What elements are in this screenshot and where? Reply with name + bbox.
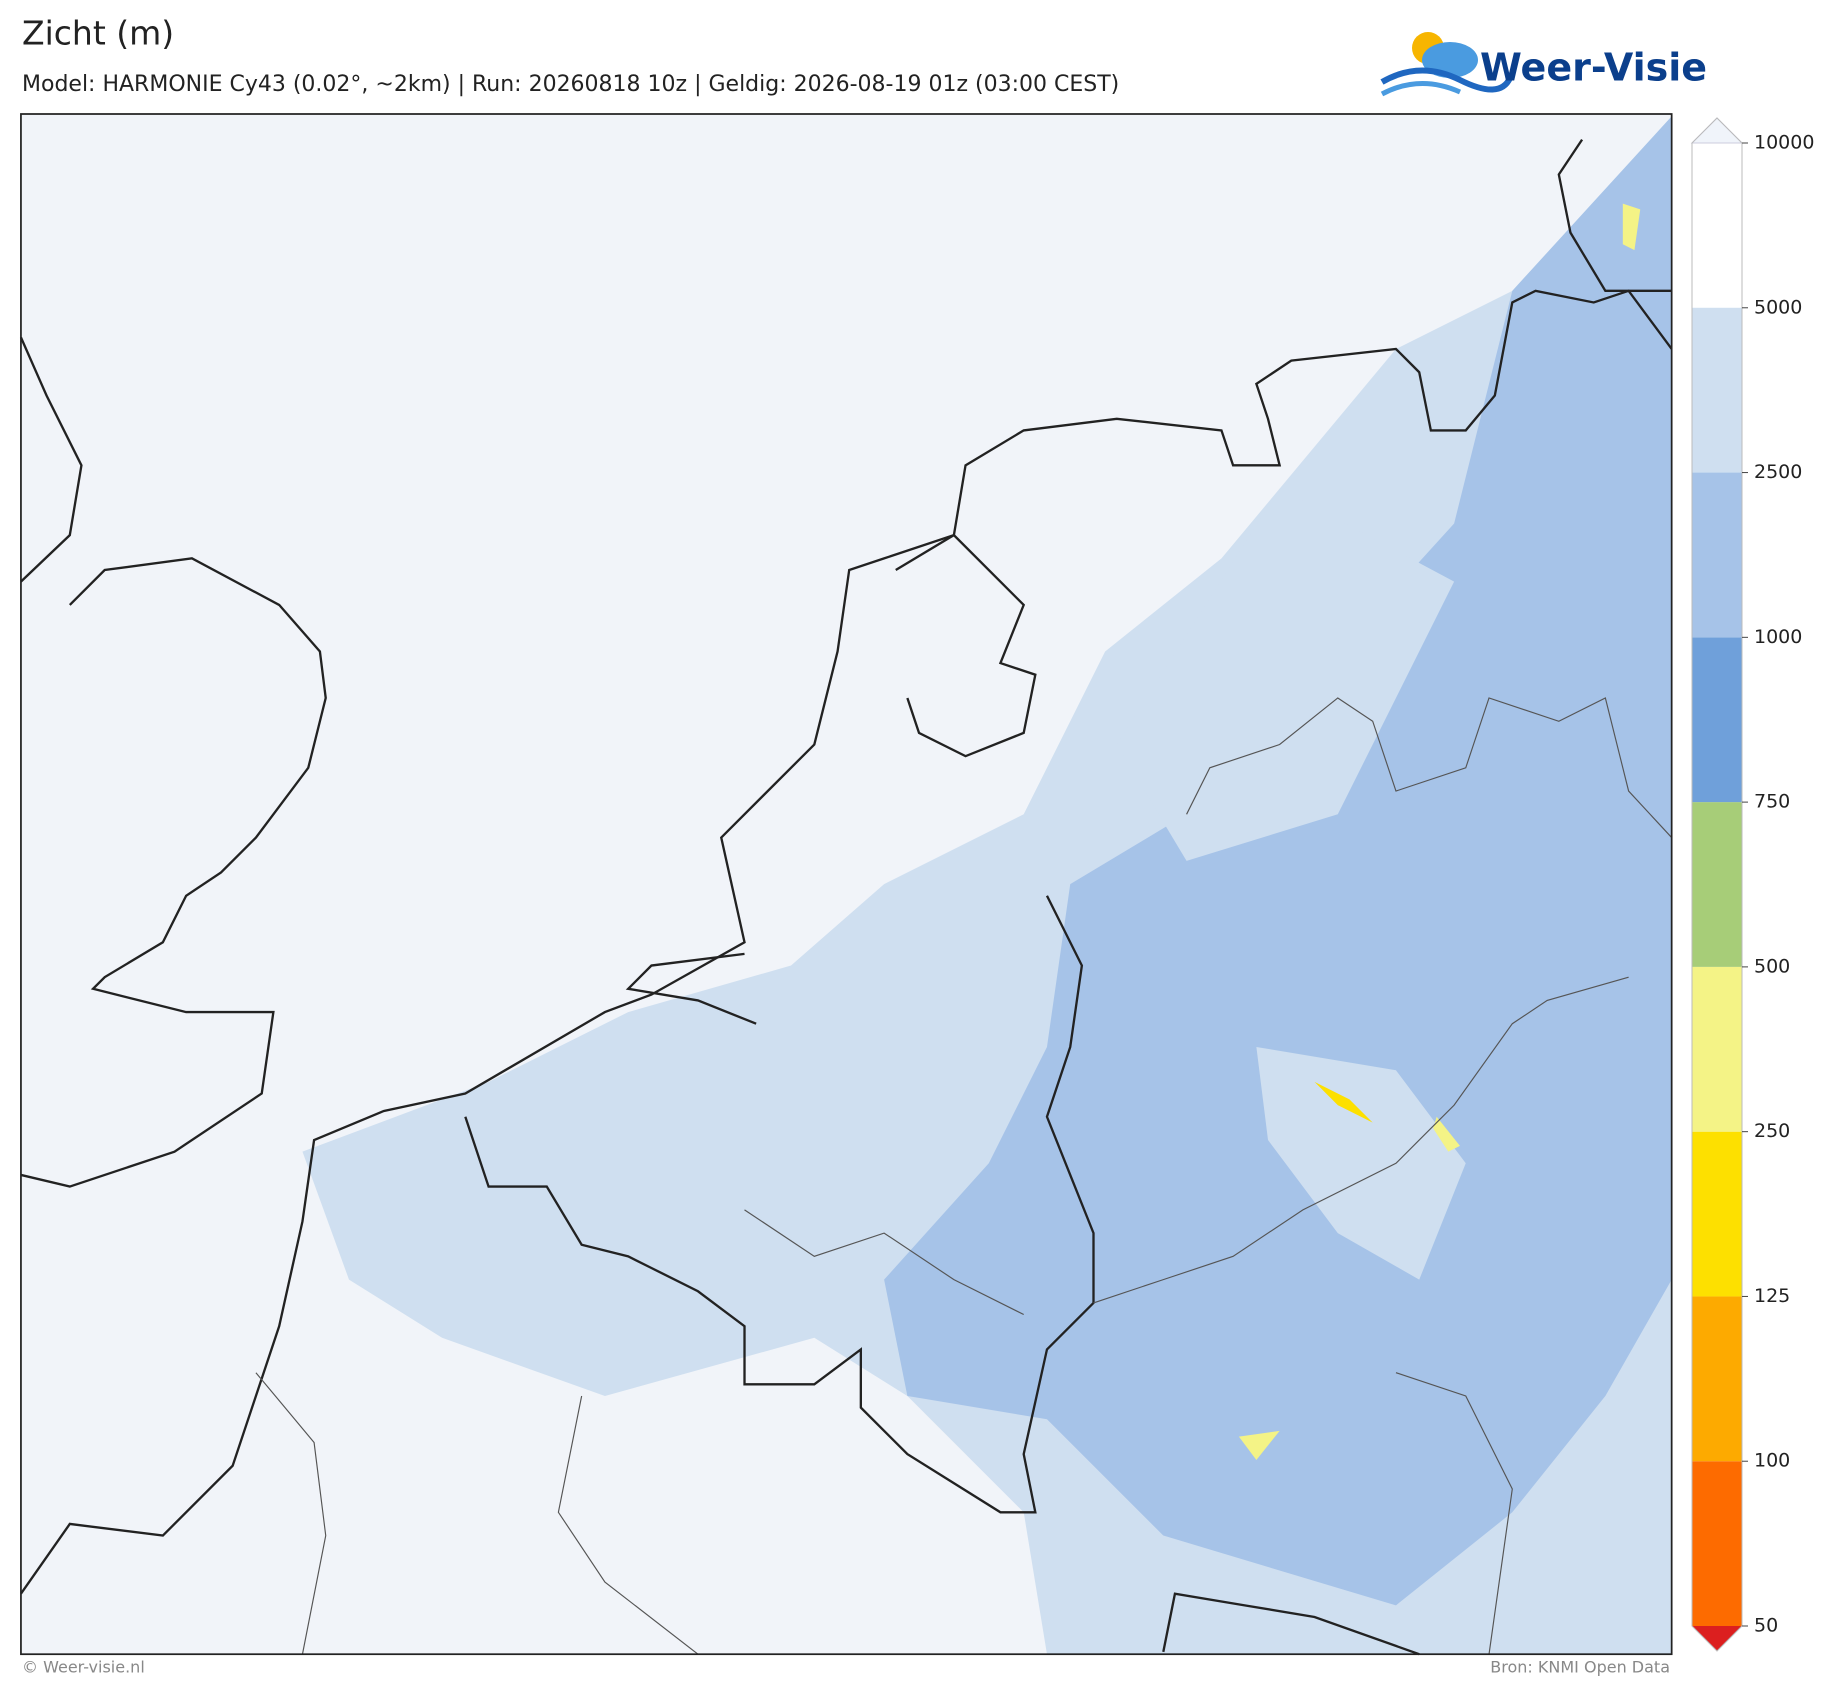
colorbar-tick-label: 1000 [1754,626,1802,648]
subtitle: Model: HARMONIE Cy43 (0.02°, ~2km) | Run… [22,72,1119,97]
colorbar-tick-label: 50 [1754,1615,1778,1637]
colorbar: 50 100 125 250 500 750 1000 2500 5000 10000 [1690,117,1814,1652]
footer-right: Bron: KNMI Open Data [1490,1658,1670,1677]
colorbar-tick-label: 10000 [1754,132,1814,154]
colorbar-segment [1692,1461,1742,1626]
footer-left: © Weer-visie.nl [22,1658,145,1677]
borders [255,697,1673,1655]
map [19,113,1673,1656]
visibility-fields [302,116,1672,1655]
colorbar-segment [1692,802,1742,967]
colorbar-tick-label: 5000 [1754,296,1802,318]
map-frame [20,113,1673,1656]
colorbar-tick-label: 750 [1754,791,1790,813]
colorbar-tick-label: 100 [1754,1450,1790,1472]
colorbar-tick-label: 500 [1754,955,1790,977]
colorbar-tick-label: 2500 [1754,461,1802,483]
colorbar-tick-label: 125 [1754,1285,1790,1307]
logo: Weer-Visie [1380,32,1707,97]
colorbar-tick-label: 250 [1754,1120,1790,1142]
colorbar-segment [1692,472,1742,638]
coastlines [19,138,1673,1656]
logo-text: Weer-Visie [1480,46,1707,90]
title: Zicht (m) [22,14,174,53]
colorbar-extend-high [1690,117,1744,144]
colorbar-segment [1692,637,1742,803]
colorbar-segment [1692,307,1742,473]
colorbar-segment [1692,966,1742,1132]
colorbar-segment [1692,1131,1742,1297]
colorbar-extend-low [1692,1626,1742,1651]
colorbar-segment [1692,1296,1742,1462]
